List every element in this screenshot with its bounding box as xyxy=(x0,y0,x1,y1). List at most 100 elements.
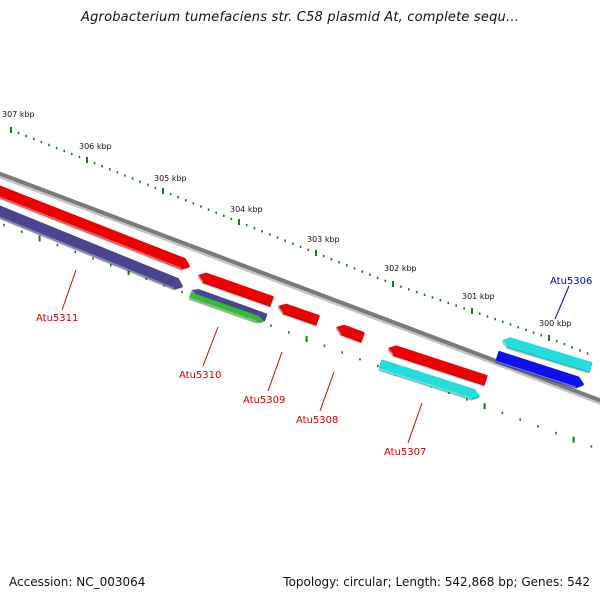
minor-tick xyxy=(56,243,59,247)
minor-tick xyxy=(447,301,450,305)
minor-tick xyxy=(377,364,379,368)
minor-tick xyxy=(537,425,539,428)
outer-tick-row xyxy=(10,127,589,355)
minor-tick xyxy=(579,349,581,352)
minor-tick xyxy=(540,334,543,337)
minor-tick xyxy=(192,202,195,205)
minor-tick xyxy=(455,304,457,307)
minor-tick xyxy=(215,211,217,214)
feature-slate-1 xyxy=(0,205,183,291)
minor-tick xyxy=(145,277,148,280)
feature-green-face xyxy=(189,292,264,322)
minor-tick xyxy=(101,165,103,168)
minor-tick xyxy=(376,276,379,279)
scale-tick-label: 307 kbp xyxy=(2,110,35,119)
scale-tick-label: 304 kbp xyxy=(230,205,263,214)
feature-cyan-2-face xyxy=(378,359,480,399)
minor-tick xyxy=(253,227,256,230)
minor-tick xyxy=(269,233,271,236)
minor-tick xyxy=(532,331,535,334)
gene-atu5310 xyxy=(197,272,274,308)
minor-tick xyxy=(25,134,27,138)
feature-track xyxy=(0,185,593,401)
scale-tick-label: 303 kbp xyxy=(307,235,340,244)
minor-tick xyxy=(270,324,272,327)
minor-tick xyxy=(147,183,149,186)
gene-label-atu5306[interactable]: Atu5306 xyxy=(550,276,592,287)
minor-tick xyxy=(555,339,558,343)
minor-tick xyxy=(154,186,157,190)
feature-slate-1-highlight xyxy=(0,216,175,290)
scale-labels: 307 kbp 306 kbp 305 kbp 304 kbp 303 kbp 302 k… xyxy=(2,110,572,328)
minor-tick xyxy=(586,352,589,355)
feature-green-highlight xyxy=(188,297,257,323)
minor-tick xyxy=(40,140,43,144)
gene-label-atu5309[interactable]: Atu5309 xyxy=(243,395,285,406)
minor-tick xyxy=(322,254,325,258)
minor-tick xyxy=(181,290,183,294)
minor-tick xyxy=(478,312,481,315)
gene-labels: Atu5311 Atu5310 Atu5309 Atu5308 Atu5307 Atu53… xyxy=(36,276,592,458)
minor-tick xyxy=(74,250,76,254)
leader-line xyxy=(267,351,283,392)
scale-tick-label: 301 kbp xyxy=(462,292,495,301)
minor-tick xyxy=(223,214,225,217)
minor-tick xyxy=(93,161,96,165)
minor-tick xyxy=(361,270,363,273)
minor-tick xyxy=(71,152,73,156)
map-title: Agrobacterium tumefaciens str. C58 plasm… xyxy=(80,10,519,25)
minor-tick xyxy=(330,258,333,261)
minor-tick xyxy=(276,236,279,239)
gene-atu5308-face xyxy=(336,324,365,342)
gene-label-atu5307[interactable]: Atu5307 xyxy=(384,447,426,458)
minor-tick xyxy=(55,146,58,150)
gene-label-atu5308[interactable]: Atu5308 xyxy=(296,415,338,426)
feature-slate-1-face xyxy=(0,205,183,289)
minor-tick xyxy=(448,391,450,394)
minor-tick xyxy=(63,149,65,153)
gene-atu5308-highlight xyxy=(335,326,342,335)
minor-tick xyxy=(346,264,348,267)
minor-tick xyxy=(341,351,343,354)
minor-tick xyxy=(124,174,126,177)
minor-tick xyxy=(555,431,557,435)
minor-tick xyxy=(502,320,504,323)
gene-label-atu5310[interactable]: Atu5310 xyxy=(179,370,221,381)
minor-tick xyxy=(48,143,50,147)
minor-tick xyxy=(17,131,20,135)
scale-tick-label: 300 kbp xyxy=(539,319,572,328)
minor-tick xyxy=(323,344,326,347)
minor-tick xyxy=(139,180,141,183)
minor-tick xyxy=(400,285,402,288)
minor-tick xyxy=(369,273,371,276)
feature-green xyxy=(188,292,264,324)
minor-tick xyxy=(307,248,310,252)
feature-cyan-2-highlight xyxy=(378,368,472,400)
minor-tick xyxy=(131,177,134,180)
minor-tick xyxy=(501,411,504,415)
gene-atu5311-face xyxy=(0,185,190,269)
leader-line xyxy=(319,371,335,412)
gene-atu5309 xyxy=(277,303,320,327)
minor-tick xyxy=(517,326,519,329)
gene-label-atu5311[interactable]: Atu5311 xyxy=(36,313,78,324)
minor-tick xyxy=(292,242,294,245)
minor-tick xyxy=(338,261,340,264)
topology-summary: Topology: circular; Length: 542,868 bp; … xyxy=(283,575,590,589)
accession-text: Accession: NC_003064 xyxy=(9,575,146,589)
gene-atu5306-highlight xyxy=(495,360,576,388)
leader-line xyxy=(554,285,570,320)
feature-cyan-2 xyxy=(378,359,480,401)
minor-tick xyxy=(78,155,81,159)
minor-tick xyxy=(384,279,387,283)
minor-tick xyxy=(525,328,527,332)
leader-line xyxy=(61,269,77,311)
gene-atu5307-highlight xyxy=(387,347,394,356)
minor-tick xyxy=(33,137,35,141)
minor-tick xyxy=(110,264,112,267)
minor-tick xyxy=(563,343,566,346)
minor-tick xyxy=(288,331,290,334)
gene-atu5307 xyxy=(387,345,488,387)
minor-tick xyxy=(230,217,233,221)
scale-tick-label: 305 kbp xyxy=(154,174,187,183)
